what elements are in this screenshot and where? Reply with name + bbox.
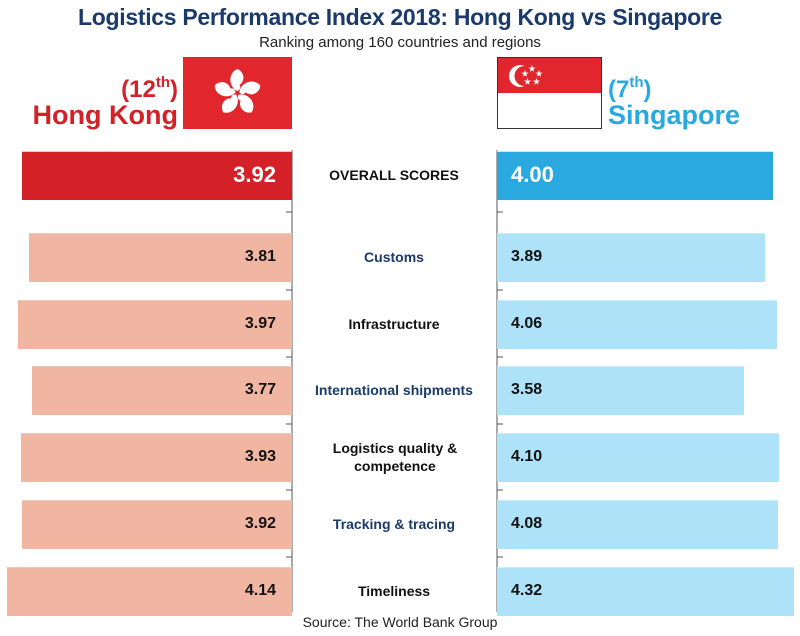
- category-label-6: Timeliness: [357, 583, 431, 599]
- hong-kong-label: Hong Kong: [32, 100, 178, 130]
- value-label-singapore-2: 4.06: [511, 315, 543, 332]
- category-label-0: OVERALL SCORES: [329, 167, 459, 183]
- category-label-1: Customs: [364, 249, 424, 265]
- bar-hong-kong-6: [6, 567, 292, 616]
- bar-singapore-6: [497, 567, 794, 616]
- bar-hong-kong-1: [29, 233, 292, 282]
- bar-hong-kong-2: [18, 300, 292, 349]
- value-label-singapore-6: 4.32: [511, 582, 543, 599]
- bar-hong-kong-3: [32, 366, 292, 415]
- value-label-singapore-5: 4.08: [511, 515, 543, 532]
- bar-hong-kong-0: [21, 151, 292, 200]
- chart-title: Logistics Performance Index 2018: Hong K…: [78, 4, 722, 30]
- category-label-4: Logistics quality & competence: [332, 440, 458, 474]
- category-label-2: Infrastructure: [348, 316, 440, 332]
- value-label-hong-kong-0: 3.92: [233, 162, 276, 187]
- source-note: Source: The World Bank Group: [302, 614, 498, 630]
- value-label-hong-kong-6: 4.14: [244, 582, 276, 599]
- bar-singapore-1: [497, 233, 766, 282]
- value-label-hong-kong-3: 3.77: [244, 381, 276, 398]
- value-label-singapore-1: 3.89: [511, 248, 543, 265]
- singapore-flag: [497, 57, 602, 129]
- value-label-hong-kong-1: 3.81: [244, 248, 276, 265]
- category-label-5: Tracking & tracing: [332, 516, 456, 532]
- bar-singapore-5: [497, 500, 779, 549]
- singapore-rank: (7th): [608, 74, 652, 103]
- value-label-singapore-0: 4.00: [511, 162, 554, 187]
- hong-kong-flag: [183, 57, 292, 129]
- crescent-stars-icon: [509, 65, 543, 87]
- bauhinia-icon: [212, 69, 263, 117]
- value-label-hong-kong-4: 3.93: [244, 448, 276, 465]
- value-label-singapore-3: 3.58: [511, 381, 543, 398]
- bar-hong-kong-5: [21, 500, 292, 549]
- bar-singapore-0: [497, 151, 773, 200]
- category-label-3: International shipments: [315, 382, 473, 398]
- value-label-hong-kong-2: 3.97: [244, 315, 276, 332]
- bar-hong-kong-4: [21, 433, 292, 482]
- bar-singapore-4: [497, 433, 780, 482]
- bar-singapore-2: [497, 300, 777, 349]
- value-label-hong-kong-5: 3.92: [244, 515, 276, 532]
- chart-subtitle: Ranking among 160 countries and regions: [259, 34, 541, 51]
- hong-kong-rank: (12th): [121, 74, 178, 103]
- singapore-label: Singapore: [608, 100, 741, 130]
- bar-singapore-3: [497, 366, 744, 415]
- value-label-singapore-4: 4.10: [511, 448, 543, 465]
